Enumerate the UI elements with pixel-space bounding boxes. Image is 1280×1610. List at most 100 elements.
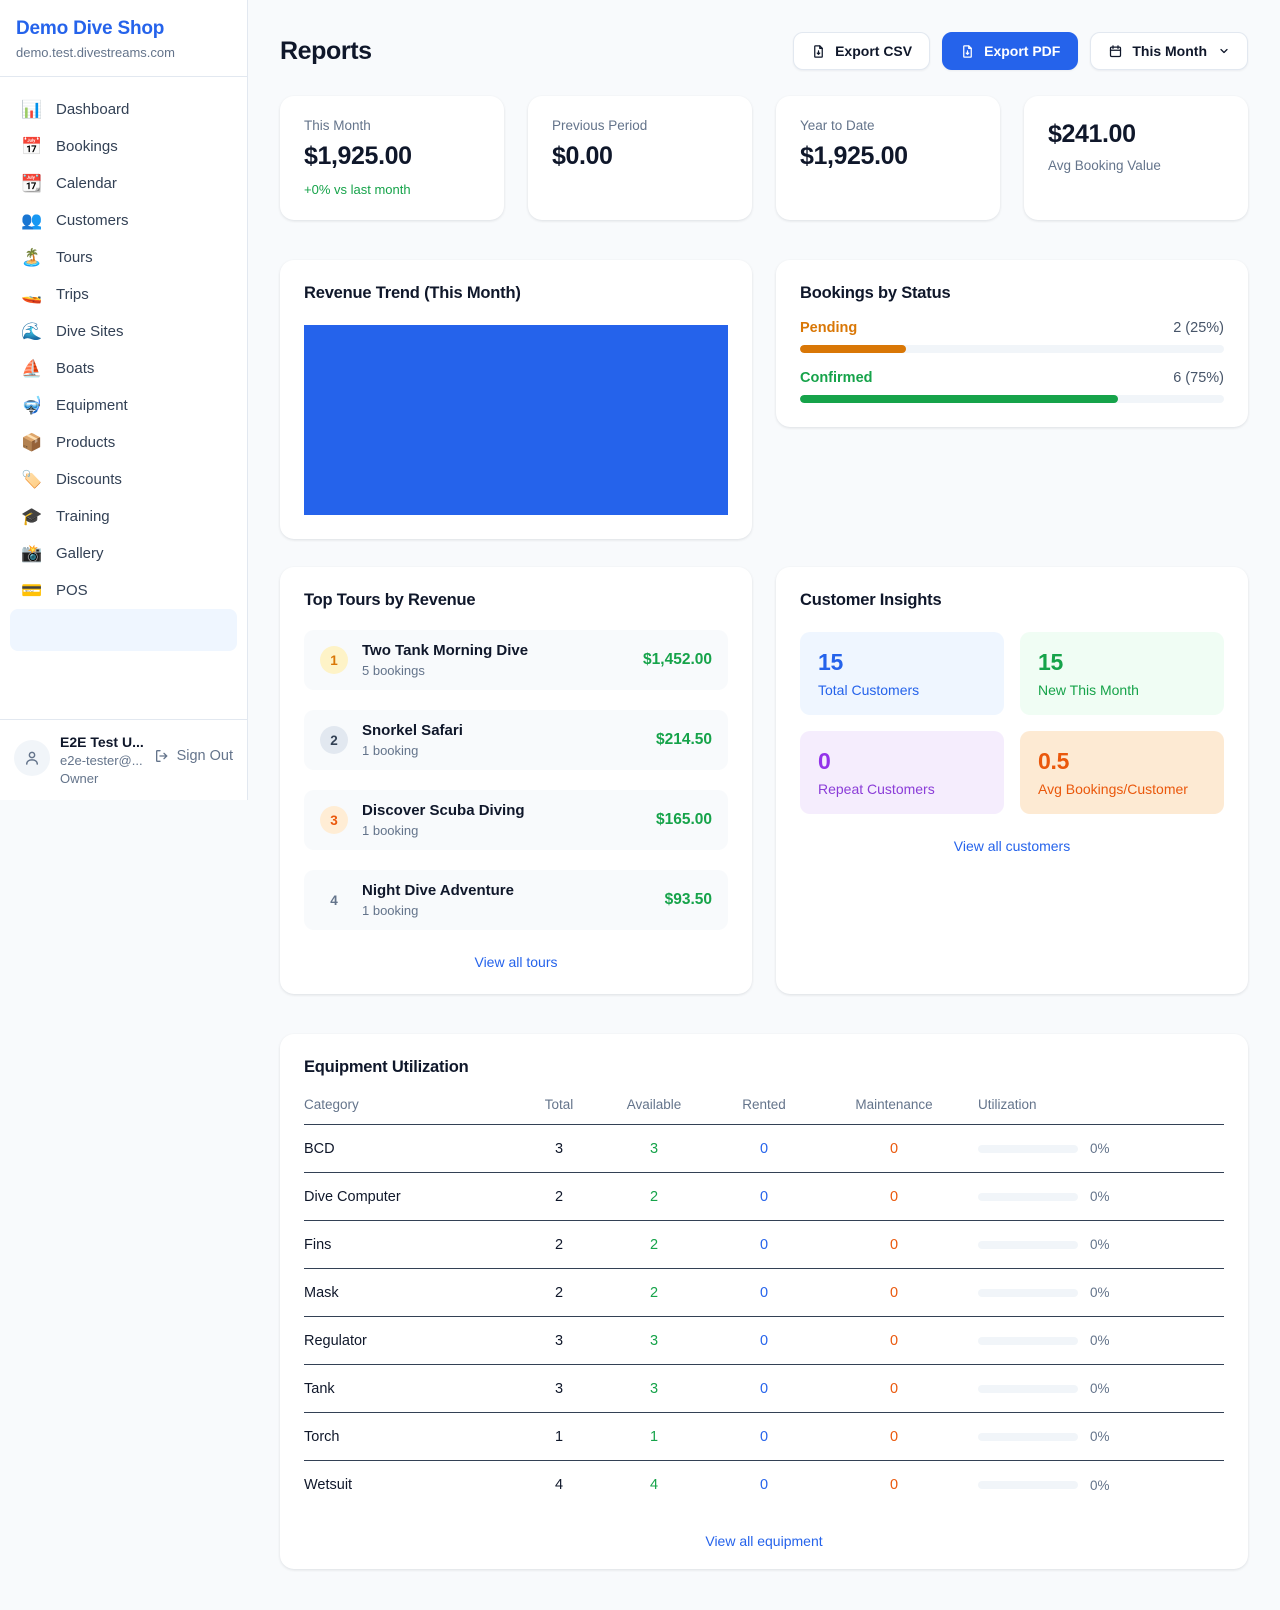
sidebar-item-tours[interactable]: 🏝️ Tours	[10, 239, 237, 276]
sign-out-button[interactable]: Sign Out	[154, 748, 233, 764]
sign-out-icon	[155, 750, 167, 762]
sign-out-label: Sign Out	[176, 748, 233, 764]
speedboat-icon: 🚤	[21, 285, 43, 304]
stat-card-previous-period: Previous Period $0.00	[528, 96, 752, 220]
table-row: Mask 2 2 0 0 0%	[304, 1269, 1224, 1317]
tour-name: Snorkel Safari	[362, 722, 463, 739]
wave-icon: 🌊	[21, 322, 43, 341]
table-row: Regulator 3 3 0 0 0%	[304, 1317, 1224, 1365]
sidebar-item-gallery[interactable]: 📸 Gallery	[10, 535, 237, 572]
chevron-down-icon	[1220, 48, 1228, 54]
sidebar-item-discounts[interactable]: 🏷️ Discounts	[10, 461, 237, 498]
calendar-date-icon: 📅	[21, 137, 43, 156]
sidebar-item-reports-partial[interactable]	[10, 609, 237, 651]
bookings-by-status-title: Bookings by Status	[800, 284, 951, 302]
tour-row: 4 Night Dive Adventure 1 booking $93.50	[304, 870, 728, 930]
sidebar-item-equipment[interactable]: 🤿 Equipment	[10, 387, 237, 424]
tour-revenue: $165.00	[655, 811, 712, 828]
sidebar-item-products[interactable]: 📦 Products	[10, 424, 237, 461]
table-row: Wetsuit 4 4 0 0 0%	[304, 1461, 1224, 1509]
equipment-available: 1	[649, 1428, 659, 1445]
col-header-category: Category	[304, 1097, 359, 1112]
user-info: E2E Test U... e2e-tester@... Owner	[60, 734, 144, 786]
stat-card-avg-booking-value: $241.00 Avg Booking Value	[1024, 96, 1248, 220]
table-row: Dive Computer 2 2 0 0 0%	[304, 1173, 1224, 1221]
status-count: 2 (25%)	[1173, 320, 1224, 336]
stat-value: $1,925.00	[800, 142, 908, 170]
table-row: Torch 1 1 0 0 0%	[304, 1413, 1224, 1461]
sidebar-item-label: Equipment	[56, 397, 128, 414]
sidebar-item-dashboard[interactable]: 📊 Dashboard	[10, 91, 237, 128]
page-title: Reports	[280, 36, 372, 65]
tour-revenue: $214.50	[655, 731, 712, 748]
tour-row: 2 Snorkel Safari 1 booking $214.50	[304, 710, 728, 770]
insight-value: 0	[818, 748, 831, 774]
equipment-maintenance: 0	[889, 1236, 899, 1253]
equipment-utilization-card: Equipment Utilization Category Total Ava…	[280, 1034, 1248, 1569]
equipment-total: 2	[554, 1188, 564, 1205]
top-tours-card: Top Tours by Revenue 1 Two Tank Morning …	[280, 567, 752, 994]
period-selector[interactable]: This Month	[1090, 32, 1248, 70]
equipment-rented: 0	[759, 1332, 769, 1349]
rank-badge: 3	[320, 806, 348, 834]
sidebar-item-calendar[interactable]: 📆 Calendar	[10, 165, 237, 202]
equipment-maintenance: 0	[889, 1332, 899, 1349]
sidebar-item-label: POS	[56, 582, 88, 599]
file-download-icon	[963, 44, 972, 58]
sidebar-item-label: Dive Sites	[56, 323, 124, 340]
insight-tile-new-this-month: 15 New This Month	[1020, 632, 1224, 715]
view-all-tours-link[interactable]: View all tours	[474, 954, 558, 970]
progress-track	[800, 395, 1224, 403]
equipment-total: 1	[554, 1428, 564, 1445]
sidebar-item-dive-sites[interactable]: 🌊 Dive Sites	[10, 313, 237, 350]
equipment-available: 4	[649, 1477, 659, 1493]
insight-tile-avg-bookings: 0.5 Avg Bookings/Customer	[1020, 731, 1224, 814]
top-tours-title: Top Tours by Revenue	[304, 591, 476, 609]
sidebar-item-trips[interactable]: 🚤 Trips	[10, 276, 237, 313]
bar-chart-icon: 📊	[21, 100, 43, 119]
sidebar-item-boats[interactable]: ⛵ Boats	[10, 350, 237, 387]
equipment-rented: 0	[759, 1428, 769, 1445]
sidebar-item-label: Trips	[56, 286, 89, 303]
equipment-total: 3	[554, 1140, 564, 1157]
insight-label: New This Month	[1038, 682, 1139, 698]
equipment-utilization-title: Equipment Utilization	[304, 1058, 469, 1076]
file-download-icon	[814, 44, 823, 58]
equipment-category: BCD	[304, 1140, 335, 1157]
sidebar-item-customers[interactable]: 👥 Customers	[10, 202, 237, 239]
utilization-bar	[978, 1481, 1078, 1489]
status-row-confirmed: Confirmed 6 (75%)	[800, 370, 1224, 403]
utilization-pct: 0%	[1090, 1429, 1110, 1444]
sidebar-item-training[interactable]: 🎓 Training	[10, 498, 237, 535]
equipment-category: Regulator	[304, 1332, 367, 1349]
equipment-rented: 0	[759, 1477, 769, 1493]
user-role: Owner	[60, 771, 99, 786]
view-all-customers-link[interactable]: View all customers	[953, 838, 1071, 854]
utilization-bar	[978, 1240, 1078, 1249]
sidebar-item-label: Discounts	[56, 471, 122, 488]
equipment-maintenance: 0	[889, 1428, 899, 1445]
person-icon	[26, 751, 38, 765]
island-icon: 🏝️	[21, 248, 43, 267]
utilization-pct: 0%	[1090, 1189, 1110, 1204]
utilization-bar	[978, 1336, 1078, 1345]
sidebar-item-bookings[interactable]: 📅 Bookings	[10, 128, 237, 165]
insight-tile-total-customers: 15 Total Customers	[800, 632, 1004, 715]
progress-fill-confirmed	[800, 395, 1118, 403]
stat-delta: +0% vs last month	[304, 182, 411, 197]
page-header: Reports Export CSV Export PDF	[280, 32, 1248, 70]
sidebar-item-label: Calendar	[56, 175, 117, 192]
view-all-equipment-link[interactable]: View all equipment	[705, 1533, 823, 1549]
sidebar-item-label: Bookings	[56, 138, 118, 155]
equipment-table-header: Category Total Available Rented Maintena…	[304, 1077, 1224, 1125]
equipment-maintenance: 0	[889, 1140, 899, 1157]
sidebar-item-pos[interactable]: 💳 POS	[10, 572, 237, 609]
stat-value: $241.00	[1048, 120, 1136, 148]
tour-name: Discover Scuba Diving	[362, 802, 525, 819]
col-header-rented: Rented	[742, 1097, 786, 1112]
package-icon: 📦	[21, 433, 43, 452]
export-csv-button[interactable]: Export CSV	[793, 32, 931, 70]
utilization-pct: 0%	[1090, 1141, 1110, 1156]
equipment-total: 2	[554, 1284, 564, 1301]
export-pdf-button[interactable]: Export PDF	[942, 32, 1079, 70]
